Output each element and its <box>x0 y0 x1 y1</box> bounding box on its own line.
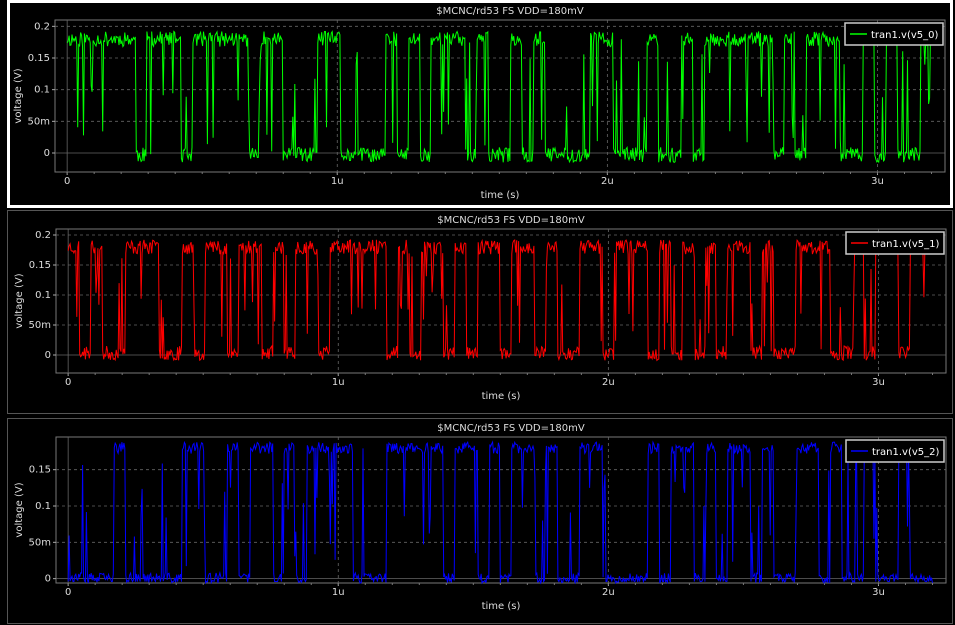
x-axis-label: time (s) <box>481 190 520 201</box>
x-tick-label: 2u <box>602 587 615 598</box>
y-axis-label: voltage (V) <box>13 68 24 123</box>
plot-title: $MCNC/rd53 FS VDD=180mV <box>436 6 584 17</box>
x-tick-label: 2u <box>602 377 615 388</box>
legend-entry: tran1.v(v5_0) <box>871 30 939 41</box>
y-tick-label: 0.1 <box>34 85 50 96</box>
x-axis-label: time (s) <box>482 391 521 402</box>
series-line <box>67 440 933 585</box>
x-tick-label: 1u <box>332 377 345 388</box>
x-axis-label: time (s) <box>482 601 521 612</box>
x-tick-label: 0 <box>64 176 70 187</box>
plot-1[interactable]: $MCNC/rd53 FS VDD=180mV 0 50m 0.1 0.15 0.2 0 1u… <box>8 211 954 415</box>
plot-panel-1[interactable]: $MCNC/rd53 FS VDD=180mV 0 50m 0.1 0.15 0.2 0 1u… <box>7 0 953 208</box>
y-tick-label: 0.2 <box>35 230 51 241</box>
plot-frame <box>55 436 947 584</box>
plot-2[interactable]: $MCNC/rd53 FS VDD=180mV 0 50m 0.1 0.15 0 1u 2u 3… <box>8 419 954 625</box>
x-tick-label: 1u <box>332 587 345 598</box>
legend-entry: tran1.v(v5_1) <box>872 239 940 250</box>
y-axis-label: voltage (V) <box>14 273 25 328</box>
plot-panel-2[interactable]: $MCNC/rd53 FS VDD=180mV 0 50m 0.1 0.15 0.2 0 1u… <box>7 210 953 414</box>
x-tick-label: 1u <box>331 176 344 187</box>
y-tick-label: 0.15 <box>28 53 50 64</box>
y-tick-label: 0.15 <box>29 465 51 476</box>
x-tick-label: 0 <box>65 377 71 388</box>
legend-box <box>844 22 944 46</box>
x-tick-label: 2u <box>601 176 614 187</box>
plot-0[interactable]: $MCNC/rd53 FS VDD=180mV 0 50m 0.1 0.15 0.2 0 1u… <box>7 0 953 208</box>
y-tick-label: 0 <box>45 350 51 361</box>
y-tick-label: 50m <box>28 116 50 127</box>
x-tick-label: 3u <box>872 587 885 598</box>
plot-title: $MCNC/rd53 FS VDD=180mV <box>437 215 585 226</box>
y-tick-label: 0.1 <box>35 501 51 512</box>
x-tick-label: 0 <box>65 587 71 598</box>
plot-title: $MCNC/rd53 FS VDD=180mV <box>437 423 585 434</box>
y-tick-label: 0.1 <box>35 290 51 301</box>
plot-frame <box>54 19 946 173</box>
y-tick-label: 50m <box>29 320 51 331</box>
series-line <box>67 238 933 362</box>
y-axis-label: voltage (V) <box>14 482 25 537</box>
legend-box <box>845 439 945 463</box>
y-tick-label: 0.15 <box>29 260 51 271</box>
plot-panel-3[interactable]: $MCNC/rd53 FS VDD=180mV 0 50m 0.1 0.15 0 1u 2u 3… <box>7 418 953 624</box>
x-tick-label: 3u <box>871 176 884 187</box>
x-tick-label: 3u <box>872 377 885 388</box>
y-tick-label: 0 <box>44 148 50 159</box>
y-tick-label: 0.2 <box>34 21 50 32</box>
y-tick-label: 50m <box>29 537 51 548</box>
y-tick-label: 0 <box>45 574 51 585</box>
legend-box <box>845 231 945 255</box>
series-line <box>66 30 932 164</box>
legend-entry: tran1.v(v5_2) <box>872 447 940 458</box>
